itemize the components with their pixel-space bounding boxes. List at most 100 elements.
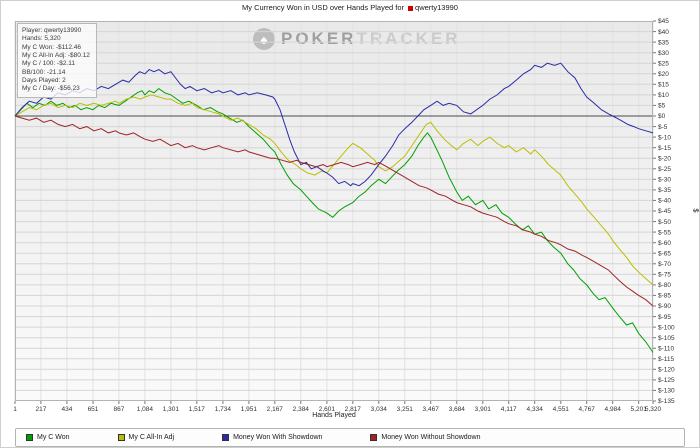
y-tick-label: $20 — [658, 71, 669, 78]
x-tick-label: 4,984 — [605, 406, 622, 413]
y-tick-label: $-75 — [658, 272, 671, 279]
y-tick-label: $-10 — [658, 134, 671, 141]
y-tick-label: $-90 — [658, 303, 671, 310]
y-tick-label: $-85 — [658, 293, 671, 300]
y-tick-label: $-135 — [658, 398, 675, 405]
stats-line-player: Player: qwerty13990 — [22, 27, 82, 34]
y-tick-label: $0 — [658, 113, 666, 120]
x-tick-label: 3,034 — [371, 406, 388, 413]
y-tick-label: $-5 — [658, 124, 668, 131]
y-tick-label: $-120 — [658, 367, 675, 374]
x-tick-label: 4,117 — [501, 406, 517, 413]
legend-swatch-with-showdown-icon — [222, 434, 230, 441]
y-tick-label: $-60 — [658, 240, 671, 247]
y-tick-label: $30 — [658, 50, 669, 57]
x-tick-label: 4,767 — [579, 406, 596, 413]
x-tick-label: 3,901 — [475, 406, 492, 413]
graph-title: My Currency Won in USD over Hands Played… — [1, 3, 699, 12]
x-tick-label: 5,320 — [645, 406, 662, 413]
y-tick-label: $-70 — [658, 261, 671, 268]
y-tick-label: $-35 — [658, 187, 671, 194]
legend-swatch-without-showdown-icon — [370, 434, 378, 441]
y-tick-label: $-65 — [658, 250, 671, 257]
y-tick-label: $45 — [658, 18, 669, 25]
watermark-text-poker: POKER — [281, 29, 357, 48]
plot-border — [15, 21, 653, 401]
y-tick-label: $-15 — [658, 145, 671, 152]
y-axis-title: $ — [691, 208, 700, 213]
stats-box: Player: qwerty13990 Hands: 5,320 My C Wo… — [17, 23, 97, 98]
x-tick-label: 4,334 — [527, 406, 544, 413]
x-tick-label: 3,251 — [397, 406, 414, 413]
y-tick-label: $-20 — [658, 155, 671, 162]
y-tick-label: $-105 — [658, 335, 675, 342]
legend-label: Money Won Without Showdown — [381, 434, 481, 441]
x-tick-label: 2,384 — [293, 406, 310, 413]
x-tick-label: 1,951 — [241, 406, 258, 413]
x-tick-label: 5,201 — [631, 406, 648, 413]
y-tick-label: $-80 — [658, 282, 671, 289]
legend-swatch-my-c-won-icon — [26, 434, 33, 441]
player-marker-icon — [408, 5, 414, 11]
stats-line-per100: My C / 100: -$2.11 — [22, 60, 75, 68]
x-tick-label: 3,467 — [423, 406, 440, 413]
y-tick-label: $40 — [658, 29, 669, 36]
y-tick-label: $-50 — [658, 219, 671, 226]
x-tick-label: 434 — [61, 406, 72, 413]
legend-item-without-showdown: Money Won Without Showdown — [370, 434, 481, 441]
stats-line-days: Days Played: 2 — [22, 76, 66, 84]
y-tick-label: $25 — [658, 60, 669, 67]
y-tick-label: $10 — [658, 92, 669, 99]
y-tick-label: $-45 — [658, 208, 671, 215]
y-tick-label: $-55 — [658, 229, 671, 236]
graph-title-text: My Currency Won in USD over Hands Played… — [242, 3, 405, 12]
stats-line-perday: My C / Day: -$56.23 — [22, 85, 80, 93]
series-line-money-won-with-showdown — [14, 62, 654, 187]
graph-title-player: qwerty13990 — [415, 3, 458, 12]
legend-label: My C Won — [37, 434, 70, 441]
y-tick-label: $-110 — [658, 345, 675, 352]
series-line-my-c-won — [14, 87, 654, 353]
y-tick-label: $5 — [658, 103, 666, 110]
x-tick-label: 1,734 — [215, 406, 232, 413]
stats-line-allin: My C All-In Adj: -$80.12 — [22, 51, 90, 59]
x-tick-label: 2,601 — [319, 406, 336, 413]
stats-line-hands: Hands: 5,320 — [22, 35, 61, 43]
y-tick-label: $-125 — [658, 377, 675, 384]
stats-line-won: My C Won: -$112.46 — [22, 43, 82, 51]
watermark-text: POKERTRACKER — [281, 29, 461, 49]
y-tick-label: $35 — [658, 39, 669, 46]
x-tick-label: 217 — [35, 406, 46, 413]
legend-item-all-in-adj: My C All-In Adj — [117, 434, 175, 441]
stats-line-bb100: BB/100: -21.14 — [22, 68, 66, 76]
legend-swatch-all-in-adj-icon — [117, 434, 125, 441]
x-tick-label: 2,167 — [267, 406, 284, 413]
x-tick-label: 1 — [13, 406, 17, 413]
y-tick-label: $-130 — [658, 388, 675, 395]
y-tick-label: $-40 — [658, 198, 671, 205]
y-tick-label: $15 — [658, 82, 669, 89]
x-axis-title: Hands Played — [312, 412, 356, 419]
legend-bar: My C Won My C All-In Adj Money Won With … — [15, 428, 685, 447]
y-tick-label: $-100 — [658, 324, 675, 331]
series-line-my-c-all-in-adj — [14, 94, 654, 286]
x-tick-label: 1,517 — [189, 406, 206, 413]
watermark-text-tracker: TRACKER — [356, 29, 461, 48]
x-tick-label: 651 — [88, 406, 99, 413]
legend-label: My C All-In Adj — [128, 434, 175, 441]
y-tick-label: $-115 — [658, 356, 675, 363]
x-tick-label: 867 — [113, 406, 124, 413]
series-line-money-won-without-showdown — [14, 115, 654, 307]
legend-item-my-c-won: My C Won — [26, 434, 70, 441]
x-tick-label: 4,551 — [553, 406, 570, 413]
y-tick-label: $-95 — [658, 314, 671, 321]
pokertracker-logo-icon: ♠ — [253, 28, 275, 50]
x-tick-label: 1,084 — [137, 406, 154, 413]
pokertracker-watermark: ♠ POKERTRACKER — [253, 28, 461, 50]
x-tick-label: 2,817 — [345, 406, 362, 413]
y-tick-label: $-25 — [658, 166, 671, 173]
x-tick-label: 3,684 — [449, 406, 466, 413]
legend-item-with-showdown: Money Won With Showdown — [222, 434, 322, 441]
